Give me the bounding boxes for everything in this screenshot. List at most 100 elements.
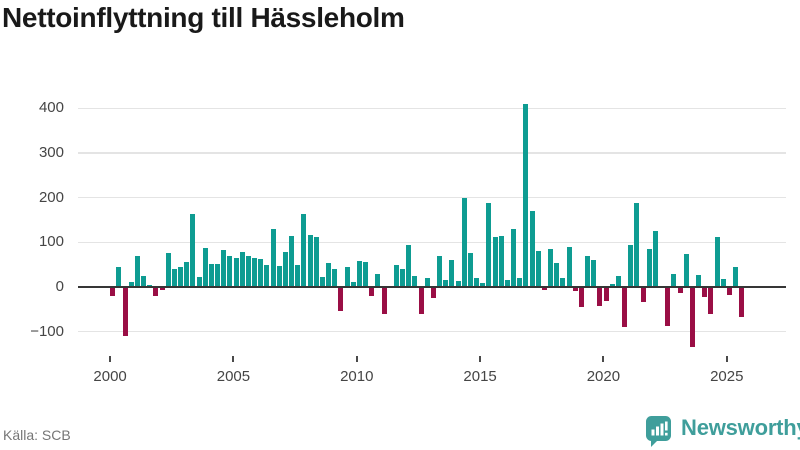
bar-positive [116, 266, 122, 287]
bar-positive [591, 260, 597, 287]
bar-positive [276, 266, 282, 287]
bar-positive [258, 258, 264, 287]
bar-negative [338, 287, 344, 311]
bar-negative [689, 287, 695, 348]
bar-positive [128, 281, 134, 287]
bar-positive [252, 257, 258, 287]
bar-positive [221, 249, 227, 287]
bar-positive [326, 263, 332, 287]
bar-positive [215, 264, 221, 287]
bar-positive [535, 251, 541, 287]
bar-negative [603, 287, 609, 301]
bar-negative [153, 287, 159, 296]
bar-negative [541, 287, 547, 290]
bar-positive [270, 228, 276, 287]
bar-negative [572, 287, 578, 292]
bar-negative [369, 287, 375, 296]
x-axis-tick-2015 [479, 356, 482, 362]
gridline-300 [78, 152, 786, 154]
y-axis-label: 0 [55, 278, 64, 295]
x-axis-tick-2025 [725, 356, 728, 362]
chart-title: Nettoinflyttning till Hässleholm [2, 2, 405, 33]
gridline-200 [78, 196, 786, 199]
bar-positive [301, 214, 307, 287]
bar-positive [733, 267, 739, 287]
bar-positive [171, 269, 177, 287]
bar-positive [393, 264, 399, 287]
newsworthy-logo-icon [646, 416, 671, 447]
bar-positive [609, 283, 615, 287]
bar-negative [739, 287, 745, 318]
bar-positive [412, 275, 418, 287]
bar-positive [474, 277, 480, 287]
bar-positive [634, 203, 640, 287]
bar-positive [449, 260, 455, 287]
newsworthy-logo: Newsworthy [645, 415, 800, 447]
x-axis-label: 2015 [463, 368, 497, 385]
y-axis-label: −100 [30, 322, 64, 340]
bar-positive [178, 267, 184, 287]
bar-negative [597, 287, 603, 306]
bar-positive [628, 245, 634, 287]
y-axis-label: 400 [38, 99, 64, 117]
bar-positive [289, 235, 295, 287]
bar-positive [202, 248, 208, 287]
bar-positive [548, 248, 554, 287]
bar-positive [696, 274, 702, 287]
bar-positive [486, 203, 492, 287]
newsworthy-logo-text: Newsworthy [681, 415, 800, 440]
bar-positive [467, 253, 473, 287]
x-axis-tick-2005 [232, 356, 235, 362]
bar-positive [529, 211, 535, 287]
x-axis-label: 2020 [586, 368, 621, 385]
bar-positive [375, 274, 381, 287]
x-axis-label: 2010 [340, 368, 374, 385]
bar-positive [208, 264, 214, 287]
bar-positive [134, 255, 140, 287]
source-caption: Källa: SCB [3, 427, 71, 443]
bar-positive [511, 228, 517, 287]
bar-negative [665, 287, 671, 326]
bar-negative [578, 287, 584, 307]
bar-negative [640, 287, 646, 303]
bar-positive [517, 278, 523, 287]
bar-positive [498, 236, 504, 287]
bar-positive [504, 279, 510, 287]
bar-positive [615, 276, 621, 287]
bar-positive [406, 244, 412, 287]
x-axis-label: 2005 [216, 368, 251, 385]
bar-positive [319, 277, 325, 287]
zero-axis-line [78, 285, 786, 289]
bar-positive [282, 252, 288, 287]
bar-positive [523, 103, 529, 287]
bar-negative [430, 287, 436, 299]
bar-positive [196, 276, 202, 287]
bar-positive [332, 269, 338, 287]
bar-negative [110, 287, 116, 296]
bar-negative [381, 287, 387, 314]
bar-positive [295, 264, 301, 287]
bar-positive [400, 269, 406, 287]
bar-positive [227, 255, 233, 287]
bar-positive [424, 278, 430, 287]
bar-positive [646, 249, 652, 287]
bar-positive [652, 231, 658, 287]
bar-positive [264, 265, 270, 287]
bar-positive [443, 279, 449, 287]
bar-positive [455, 281, 461, 287]
bar-positive [560, 278, 566, 287]
bar-negative [418, 287, 424, 314]
bar-positive [480, 283, 486, 287]
x-axis-tick-2010 [355, 356, 358, 362]
bar-positive [720, 278, 726, 287]
bar-negative [677, 287, 683, 293]
bar-positive [671, 274, 677, 287]
bar-positive [437, 256, 443, 287]
bar-positive [683, 253, 689, 287]
bar-negative [122, 287, 128, 337]
bar-positive [190, 214, 196, 287]
bar-negative [726, 287, 732, 296]
bar-positive [239, 252, 245, 287]
